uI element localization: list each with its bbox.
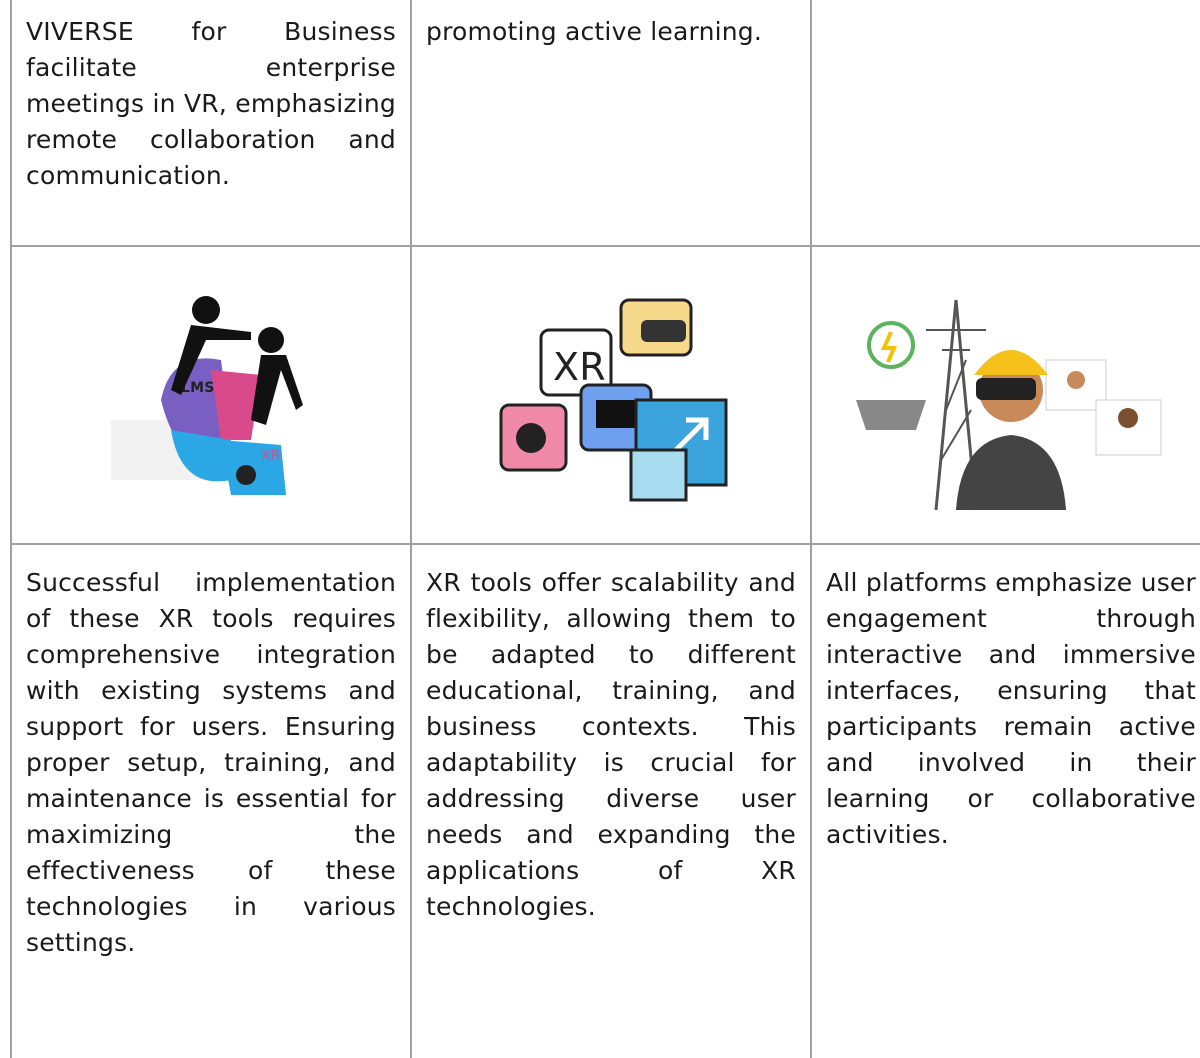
svg-text:LMS: LMS	[181, 380, 215, 396]
svg-text:XR: XR	[553, 345, 606, 389]
illustration-collaboration: XR LMS	[111, 296, 303, 495]
table-row: VIVERSE for Business facilitate enterpri…	[10, 0, 1200, 247]
table-cell: XR LMS	[10, 245, 412, 545]
illustration-xr-puzzle: XR	[499, 298, 728, 502]
table-cell	[810, 245, 1200, 545]
table-cell: promoting active learning.	[410, 0, 812, 247]
table-cell: All platforms emphasize user engagement …	[810, 543, 1200, 1058]
content-table: VIVERSE for Business facilitate enterpri…	[10, 0, 1200, 1058]
table-cell: XR	[410, 245, 812, 545]
table-row: XR LMS XR	[10, 245, 1200, 545]
table-wrap: VIVERSE for Business facilitate enterpri…	[10, 0, 1200, 1058]
table-cell: Successful implementation of these XR to…	[10, 543, 412, 1058]
table-cell: XR tools offer scalability and flexibili…	[410, 543, 812, 1058]
svg-text:XR: XR	[261, 448, 281, 464]
table-cell: VIVERSE for Business facilitate enterpri…	[10, 0, 412, 247]
table-row: Successful implementation of these XR to…	[10, 543, 1200, 1058]
illustration-industrial-vr	[856, 299, 1162, 511]
table-cell	[810, 0, 1200, 247]
